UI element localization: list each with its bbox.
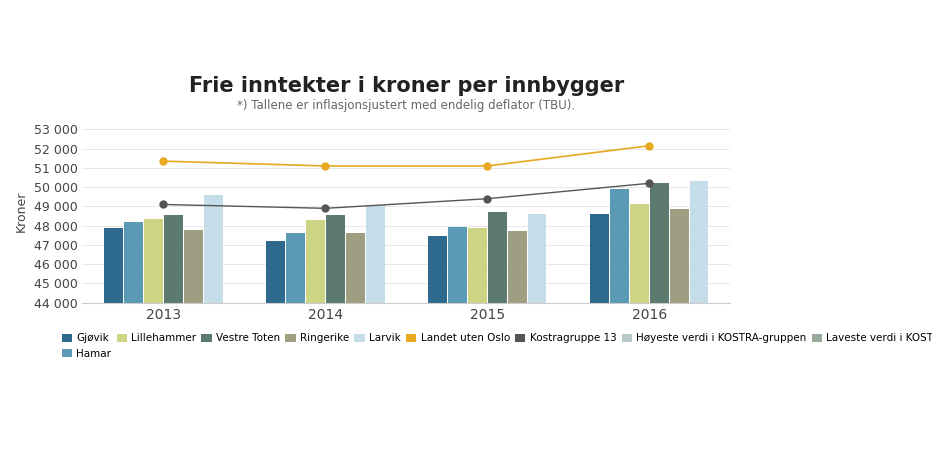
Y-axis label: Kroner: Kroner bbox=[15, 190, 28, 232]
Legend: Gjøvik, Hamar, Lillehammer, Vestre Toten, Ringerike, Larvik, Landet uten Oslo, K: Gjøvik, Hamar, Lillehammer, Vestre Toten… bbox=[62, 333, 932, 359]
Bar bbox=[610, 189, 629, 469]
Bar bbox=[488, 212, 507, 469]
Bar bbox=[630, 204, 649, 469]
Bar bbox=[670, 209, 689, 469]
Bar bbox=[346, 234, 364, 469]
Bar bbox=[508, 231, 527, 469]
Bar bbox=[144, 219, 163, 469]
Bar bbox=[104, 227, 123, 469]
Bar bbox=[590, 214, 609, 469]
Bar bbox=[306, 220, 324, 469]
Bar bbox=[164, 215, 183, 469]
Bar bbox=[528, 214, 546, 469]
Bar bbox=[286, 233, 305, 469]
Bar bbox=[184, 229, 202, 469]
Bar bbox=[267, 241, 285, 469]
Bar bbox=[448, 227, 467, 469]
Bar bbox=[650, 183, 668, 469]
Bar bbox=[428, 236, 446, 469]
Bar bbox=[468, 227, 487, 469]
Text: *) Tallene er inflasjonsjustert med endelig deflator (TBU).: *) Tallene er inflasjonsjustert med ende… bbox=[238, 99, 575, 113]
Bar bbox=[690, 182, 708, 469]
Bar bbox=[204, 195, 223, 469]
Title: Frie inntekter i kroner per innbygger: Frie inntekter i kroner per innbygger bbox=[189, 76, 624, 96]
Bar bbox=[366, 205, 385, 469]
Bar bbox=[326, 215, 345, 469]
Bar bbox=[124, 222, 143, 469]
